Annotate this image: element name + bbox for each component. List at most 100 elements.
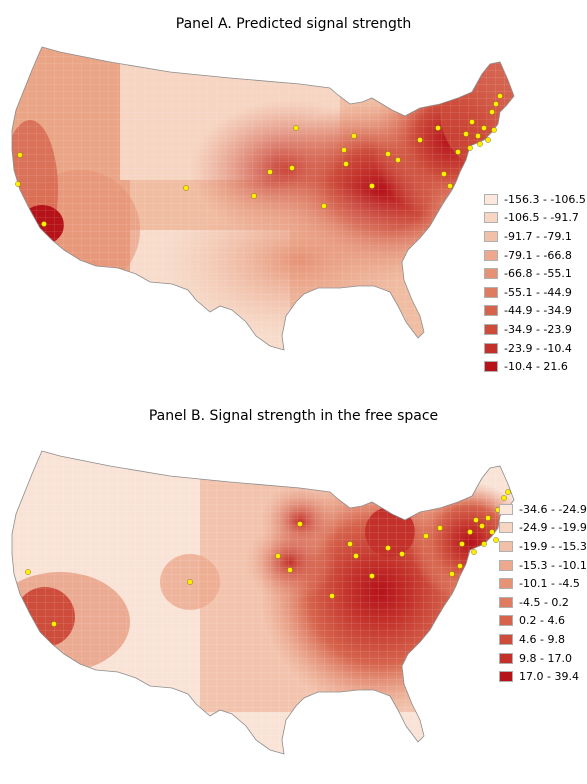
markers-a	[15, 93, 503, 227]
transmitter-marker	[457, 563, 463, 569]
transmitter-marker	[447, 183, 453, 189]
legend-item: -24.9 - -19.9	[499, 519, 587, 538]
legend-b: -34.6 - -24.9 -24.9 - -19.9 -19.9 - -15.3 -…	[499, 500, 587, 686]
legend-swatch	[499, 652, 513, 664]
legend-swatch	[499, 559, 513, 571]
transmitter-marker	[475, 133, 481, 139]
transmitter-marker	[187, 579, 193, 585]
transmitter-marker	[251, 193, 257, 199]
legend-item: 9.8 - 17.0	[499, 649, 587, 668]
transmitter-marker	[497, 93, 503, 99]
legend-item: -66.8 - -55.1	[484, 264, 586, 283]
legend-item: -10.4 - 21.6	[484, 357, 586, 376]
transmitter-marker	[369, 183, 375, 189]
legend-swatch	[484, 193, 498, 205]
legend-label: -79.1 - -66.8	[504, 248, 572, 262]
transmitter-marker	[449, 571, 455, 577]
legend-swatch	[484, 342, 498, 354]
legend-swatch	[484, 286, 498, 298]
panel-a: Panel A. Predicted signal strength	[11, 16, 586, 376]
legend-label: -24.9 - -19.9	[519, 521, 587, 535]
transmitter-marker	[467, 145, 473, 151]
panel-a-title: Panel A. Predicted signal strength	[175, 16, 412, 32]
transmitter-marker	[343, 161, 349, 167]
transmitter-marker	[347, 541, 353, 547]
legend-swatch	[499, 615, 513, 627]
legend-label: 0.2 - 4.6	[519, 614, 565, 628]
transmitter-marker	[297, 521, 303, 527]
transmitter-marker	[441, 171, 447, 177]
legend-swatch	[484, 212, 498, 224]
legend-label: -44.9 - -34.9	[504, 304, 572, 318]
panel-b: Panel B. Signal strength in the free spa…	[0, 392, 587, 784]
legend-item: -79.1 - -66.8	[484, 246, 586, 265]
legend-item: 0.2 - 4.6	[499, 612, 587, 631]
transmitter-marker	[473, 517, 479, 523]
transmitter-marker	[399, 551, 405, 557]
transmitter-marker	[423, 533, 429, 539]
transmitter-marker	[479, 523, 485, 529]
transmitter-marker	[435, 125, 441, 131]
transmitter-marker	[489, 109, 495, 115]
transmitter-marker	[455, 149, 461, 155]
transmitter-marker	[287, 567, 293, 573]
transmitter-marker	[41, 221, 47, 227]
transmitter-marker	[437, 525, 443, 531]
legend-item: -4.5 - 0.2	[499, 593, 587, 612]
legend-swatch	[499, 522, 513, 534]
transmitter-marker	[289, 165, 295, 171]
transmitter-marker	[463, 131, 469, 137]
legend-label: -4.5 - 0.2	[519, 595, 569, 609]
transmitter-marker	[477, 141, 483, 147]
legend-label: -34.6 - -24.9	[519, 502, 587, 516]
transmitter-marker	[385, 151, 391, 157]
transmitter-marker	[385, 545, 391, 551]
transmitter-marker	[489, 529, 495, 535]
legend-item: 4.6 - 9.8	[499, 630, 587, 649]
legend-swatch	[484, 268, 498, 280]
transmitter-marker	[353, 553, 359, 559]
transmitter-marker	[51, 621, 57, 627]
legend-swatch	[499, 671, 513, 683]
legend-label: -10.1 - -4.5	[519, 577, 580, 591]
transmitter-marker	[485, 515, 491, 521]
legend-label: -19.9 - -15.3	[519, 539, 587, 553]
legend-item: -23.9 - -10.4	[484, 339, 586, 358]
transmitter-marker	[481, 541, 487, 547]
transmitter-marker	[25, 569, 31, 575]
legend-item: -15.3 - -10.1	[499, 556, 587, 575]
transmitter-marker	[459, 541, 465, 547]
legend-item: -91.7 - -79.1	[484, 227, 586, 246]
legend-item: 17.0 - 39.4	[499, 667, 587, 686]
transmitter-marker	[493, 537, 499, 543]
legend-item: -44.9 - -34.9	[484, 302, 586, 321]
legend-item: -10.1 - -4.5	[499, 574, 587, 593]
legend-item: -106.5 - -91.7	[484, 209, 586, 228]
legend-label: -66.8 - -55.1	[504, 267, 572, 281]
legend-label: 4.6 - 9.8	[519, 632, 565, 646]
legend-item: -34.9 - -23.9	[484, 320, 586, 339]
transmitter-marker	[471, 549, 477, 555]
transmitter-marker	[275, 553, 281, 559]
transmitter-marker	[505, 489, 511, 495]
legend-swatch	[499, 503, 513, 515]
legend-label: -23.9 - -10.4	[504, 341, 572, 355]
legend-item: -19.9 - -15.3	[499, 537, 587, 556]
panel-b-title: Panel B. Signal strength in the free spa…	[148, 408, 439, 424]
legend-label: 9.8 - 17.0	[519, 651, 572, 665]
transmitter-marker	[293, 125, 299, 131]
legend-label: -10.4 - 21.6	[504, 360, 568, 374]
legend-swatch	[484, 249, 498, 261]
legend-label: 17.0 - 39.4	[519, 670, 579, 684]
legend-a: -156.3 - -106.5 -106.5 - -91.7 -91.7 - -79…	[484, 190, 586, 376]
legend-swatch	[499, 596, 513, 608]
legend-swatch	[484, 323, 498, 335]
legend-item: -34.6 - -24.9	[499, 500, 587, 519]
legend-swatch	[499, 540, 513, 552]
transmitter-marker	[341, 147, 347, 153]
transmitter-marker	[395, 157, 401, 163]
transmitter-marker	[329, 593, 335, 599]
map-panel-a	[11, 46, 515, 351]
legend-label: -15.3 - -10.1	[519, 558, 587, 572]
transmitter-marker	[183, 185, 189, 191]
